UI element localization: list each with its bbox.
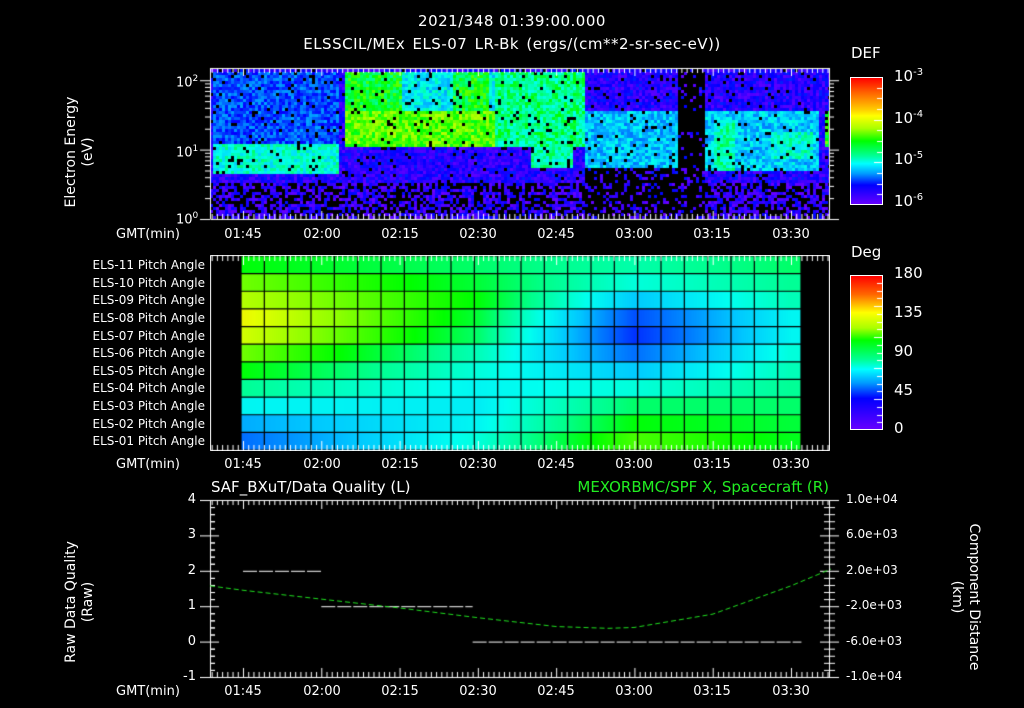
line-plot-left-ylabel: Raw Data Quality (Raw) xyxy=(63,502,97,702)
def-colorbar-tick-1e-5: 10-5 xyxy=(894,150,924,168)
time-tick-label: 02:30 xyxy=(459,457,497,472)
deg-colorbar-tick-90: 90 xyxy=(894,342,914,360)
right-ytick-label: -2.0e+03 xyxy=(846,598,903,613)
time-tick-label: 02:30 xyxy=(459,684,497,699)
time-tick-label: 02:00 xyxy=(303,684,341,699)
right-ylabel-line2: (km) xyxy=(949,580,965,614)
time-tick-label: 01:45 xyxy=(224,684,262,699)
line-plot-right-title: MEXORBMC/SPF X, Spacecraft (R) xyxy=(577,478,829,496)
pitch-angle-row-label: ELS-03 Pitch Angle xyxy=(92,399,205,414)
deg-colorbar-tick-45: 45 xyxy=(894,381,914,399)
def-colorbar-ticks xyxy=(872,77,882,205)
time-tick-label: 02:00 xyxy=(303,457,341,472)
time-tick-label: 02:30 xyxy=(459,227,497,242)
time-tick-label: 02:00 xyxy=(303,227,341,242)
time-tick-label: 03:30 xyxy=(772,227,810,242)
pitch-angle-row-label: ELS-10 Pitch Angle xyxy=(92,275,205,290)
left-ytick-label: 3 xyxy=(187,527,196,543)
pitch-angle-row-label: ELS-07 Pitch Angle xyxy=(92,328,205,343)
spectrogram-ylabel-line1: Electron Energy xyxy=(63,96,79,208)
time-tick-label: 02:45 xyxy=(537,457,575,472)
right-ytick-label: 2.0e+03 xyxy=(846,562,898,577)
pitch-angle-row-label: ELS-09 Pitch Angle xyxy=(92,293,205,308)
pitch-angle-row-label: ELS-08 Pitch Angle xyxy=(92,310,205,325)
right-ytick-label: -6.0e+03 xyxy=(846,633,903,648)
deg-colorbar-title: Deg xyxy=(851,243,882,261)
def-colorbar-tick-1e-4: 10-4 xyxy=(894,109,924,127)
time-tick-label: 02:45 xyxy=(537,684,575,699)
time-tick-label: 03:30 xyxy=(772,457,810,472)
left-ytick-label: 1 xyxy=(187,598,196,614)
def-colorbar-tick-1e-6: 10-6 xyxy=(894,192,924,210)
pitch-angle-row-label: ELS-11 Pitch Angle xyxy=(92,258,205,272)
spectrogram-gmt-label: GMT(min) xyxy=(116,227,180,242)
deg-colorbar-ticks xyxy=(872,275,882,430)
time-tick-label: 02:15 xyxy=(381,684,419,699)
right-ytick-label: -1.0e+04 xyxy=(846,669,903,683)
def-colorbar-tick-1e-3: 10-3 xyxy=(894,67,924,85)
left-ytick-label: 0 xyxy=(187,633,196,649)
pitch-angle-row-label: ELS-04 Pitch Angle xyxy=(92,381,205,396)
time-tick-label: 03:15 xyxy=(693,227,731,242)
pitch-angle-row-label: ELS-05 Pitch Angle xyxy=(92,363,205,378)
left-ylabel-line2: (Raw) xyxy=(80,581,96,623)
deg-colorbar-tick-0: 0 xyxy=(894,419,904,437)
plot-datetime: 2021/348 01:39:00.000 xyxy=(418,12,606,30)
deg-colorbar-tick-180: 180 xyxy=(894,264,923,282)
pitch-angle-gmt-label: GMT(min) xyxy=(116,457,180,472)
def-colorbar-title: DEF xyxy=(851,44,881,62)
deg-colorbar-tick-135: 135 xyxy=(894,303,923,321)
line-plot-right-ylabel: Component Distance (km) xyxy=(948,497,982,697)
time-tick-label: 03:30 xyxy=(772,684,810,699)
time-tick-label: 01:45 xyxy=(224,457,262,472)
line-plot-canvas xyxy=(200,495,840,685)
time-tick-label: 02:45 xyxy=(537,227,575,242)
left-ytick-label: 2 xyxy=(187,562,196,578)
time-tick-label: 02:15 xyxy=(381,457,419,472)
left-ytick-label: 4 xyxy=(187,492,196,507)
spectrogram-ylabel-line2: (eV) xyxy=(80,137,96,167)
right-ylabel-line1: Component Distance xyxy=(966,523,982,671)
plot-title: ELSSCIL/MEx ELS-07 LR-Bk (ergs/(cm**2-sr… xyxy=(303,35,721,53)
left-ylabel-line1: Raw Data Quality xyxy=(63,541,79,663)
pitch-angle-row-label: ELS-06 Pitch Angle xyxy=(92,346,205,361)
right-ytick-label: 1.0e+04 xyxy=(846,492,898,506)
line-plot-left-title: SAF_BXuT/Data Quality (L) xyxy=(211,478,411,496)
pitch-angle-row-label: ELS-02 Pitch Angle xyxy=(92,416,205,431)
pitch-angle-row-label: ELS-01 Pitch Angle xyxy=(92,434,205,449)
time-tick-label: 03:00 xyxy=(615,457,653,472)
pitch-angle-image xyxy=(210,255,830,451)
time-tick-label: 02:15 xyxy=(381,227,419,242)
time-tick-label: 01:45 xyxy=(224,227,262,242)
line-plot-gmt-label: GMT(min) xyxy=(116,684,180,699)
right-ytick-label: 6.0e+03 xyxy=(846,527,898,542)
spectrogram-ylabel: Electron Energy (eV) xyxy=(63,52,97,252)
time-tick-label: 03:15 xyxy=(693,684,731,699)
time-tick-label: 03:00 xyxy=(615,227,653,242)
time-tick-label: 03:15 xyxy=(693,457,731,472)
time-tick-label: 03:00 xyxy=(615,684,653,699)
left-ytick-label: -1 xyxy=(183,669,196,684)
spectrogram-axes xyxy=(190,60,850,225)
